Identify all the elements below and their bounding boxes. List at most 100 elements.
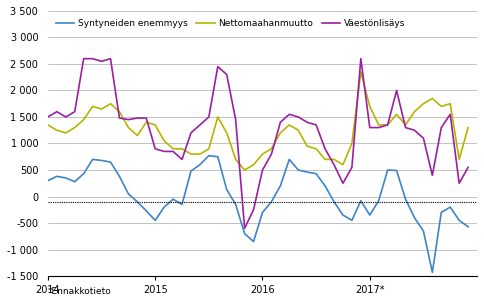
Väestönlisäys bbox=[188, 131, 194, 135]
Väestönlisäys bbox=[197, 123, 203, 127]
Nettomaahanmuutto bbox=[188, 152, 194, 156]
Syntyneiden enemmyys bbox=[287, 158, 292, 161]
Nettomaahanmuutto bbox=[439, 104, 444, 108]
Väestönlisäys bbox=[439, 126, 444, 129]
Syntyneiden enemmyys bbox=[135, 200, 140, 204]
Nettomaahanmuutto bbox=[224, 131, 229, 135]
Syntyneiden enemmyys bbox=[340, 213, 346, 217]
Nettomaahanmuutto bbox=[206, 147, 212, 151]
Syntyneiden enemmyys bbox=[411, 216, 417, 220]
Syntyneiden enemmyys bbox=[143, 209, 149, 213]
Syntyneiden enemmyys bbox=[170, 197, 176, 201]
Nettomaahanmuutto bbox=[277, 131, 283, 135]
Nettomaahanmuutto bbox=[45, 123, 51, 127]
Nettomaahanmuutto bbox=[135, 134, 140, 137]
Väestönlisäys bbox=[161, 149, 167, 153]
Syntyneiden enemmyys bbox=[259, 210, 265, 214]
Text: *Ennakkotieto: *Ennakkotieto bbox=[48, 287, 112, 296]
Syntyneiden enemmyys bbox=[188, 169, 194, 173]
Syntyneiden enemmyys bbox=[125, 192, 131, 196]
Syntyneiden enemmyys bbox=[63, 176, 69, 180]
Nettomaahanmuutto bbox=[152, 123, 158, 127]
Nettomaahanmuutto bbox=[197, 152, 203, 156]
Syntyneiden enemmyys bbox=[295, 168, 301, 172]
Nettomaahanmuutto bbox=[170, 147, 176, 151]
Nettomaahanmuutto bbox=[421, 102, 426, 105]
Nettomaahanmuutto bbox=[81, 118, 87, 121]
Väestönlisäys bbox=[251, 208, 257, 212]
Väestönlisäys bbox=[152, 147, 158, 151]
Syntyneiden enemmyys bbox=[107, 160, 113, 164]
Nettomaahanmuutto bbox=[429, 97, 435, 100]
Nettomaahanmuutto bbox=[99, 107, 105, 111]
Nettomaahanmuutto bbox=[72, 126, 77, 129]
Nettomaahanmuutto bbox=[403, 123, 408, 127]
Nettomaahanmuutto bbox=[233, 158, 239, 161]
Nettomaahanmuutto bbox=[456, 158, 462, 161]
Väestönlisäys bbox=[72, 110, 77, 114]
Syntyneiden enemmyys bbox=[251, 240, 257, 243]
Syntyneiden enemmyys bbox=[117, 175, 122, 178]
Line: Nettomaahanmuutto: Nettomaahanmuutto bbox=[48, 72, 468, 170]
Syntyneiden enemmyys bbox=[45, 179, 51, 182]
Nettomaahanmuutto bbox=[385, 123, 391, 127]
Väestönlisäys bbox=[63, 115, 69, 119]
Nettomaahanmuutto bbox=[331, 158, 337, 161]
Nettomaahanmuutto bbox=[287, 123, 292, 127]
Syntyneiden enemmyys bbox=[197, 163, 203, 166]
Syntyneiden enemmyys bbox=[465, 225, 471, 229]
Väestönlisäys bbox=[259, 168, 265, 172]
Nettomaahanmuutto bbox=[90, 104, 95, 108]
Syntyneiden enemmyys bbox=[99, 159, 105, 162]
Nettomaahanmuutto bbox=[465, 126, 471, 129]
Nettomaahanmuutto bbox=[349, 142, 355, 145]
Syntyneiden enemmyys bbox=[206, 154, 212, 157]
Syntyneiden enemmyys bbox=[215, 155, 221, 159]
Syntyneiden enemmyys bbox=[304, 170, 310, 174]
Väestönlisäys bbox=[287, 113, 292, 116]
Nettomaahanmuutto bbox=[295, 128, 301, 132]
Nettomaahanmuutto bbox=[313, 147, 319, 151]
Väestönlisäys bbox=[340, 182, 346, 185]
Syntyneiden enemmyys bbox=[358, 199, 364, 203]
Syntyneiden enemmyys bbox=[269, 200, 274, 204]
Väestönlisäys bbox=[81, 57, 87, 60]
Väestönlisäys bbox=[277, 120, 283, 124]
Syntyneiden enemmyys bbox=[81, 172, 87, 175]
Nettomaahanmuutto bbox=[358, 70, 364, 74]
Väestönlisäys bbox=[125, 118, 131, 121]
Nettomaahanmuutto bbox=[304, 144, 310, 148]
Nettomaahanmuutto bbox=[242, 168, 247, 172]
Nettomaahanmuutto bbox=[251, 163, 257, 166]
Nettomaahanmuutto bbox=[376, 123, 381, 127]
Nettomaahanmuutto bbox=[54, 128, 60, 132]
Syntyneiden enemmyys bbox=[429, 271, 435, 274]
Syntyneiden enemmyys bbox=[331, 200, 337, 204]
Line: Väestönlisäys: Väestönlisäys bbox=[48, 59, 468, 228]
Väestönlisäys bbox=[143, 116, 149, 120]
Line: Syntyneiden enemmyys: Syntyneiden enemmyys bbox=[48, 156, 468, 272]
Syntyneiden enemmyys bbox=[447, 205, 453, 209]
Nettomaahanmuutto bbox=[161, 139, 167, 143]
Syntyneiden enemmyys bbox=[385, 168, 391, 172]
Syntyneiden enemmyys bbox=[277, 184, 283, 188]
Väestönlisäys bbox=[233, 118, 239, 121]
Syntyneiden enemmyys bbox=[224, 188, 229, 191]
Syntyneiden enemmyys bbox=[54, 175, 60, 178]
Väestönlisäys bbox=[99, 59, 105, 63]
Nettomaahanmuutto bbox=[447, 102, 453, 105]
Nettomaahanmuutto bbox=[215, 115, 221, 119]
Väestönlisäys bbox=[107, 57, 113, 60]
Nettomaahanmuutto bbox=[179, 147, 185, 151]
Väestönlisäys bbox=[376, 126, 381, 129]
Väestönlisäys bbox=[313, 123, 319, 127]
Väestönlisäys bbox=[206, 115, 212, 119]
Väestönlisäys bbox=[170, 149, 176, 153]
Nettomaahanmuutto bbox=[259, 152, 265, 156]
Väestönlisäys bbox=[54, 110, 60, 114]
Väestönlisäys bbox=[242, 226, 247, 230]
Nettomaahanmuutto bbox=[117, 110, 122, 114]
Väestönlisäys bbox=[135, 116, 140, 120]
Syntyneiden enemmyys bbox=[161, 205, 167, 209]
Syntyneiden enemmyys bbox=[376, 199, 381, 203]
